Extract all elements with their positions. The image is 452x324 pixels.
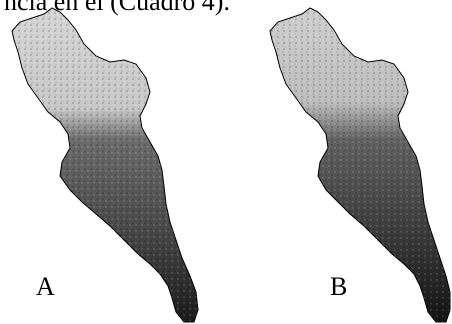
watershed-map-b <box>269 7 451 323</box>
caption-text: ncia en el (Cuadro 4). <box>4 0 230 16</box>
panel-label-b: B <box>330 272 348 301</box>
watershed-image-a: A <box>0 0 220 324</box>
panel-label-a: A <box>36 272 55 301</box>
watershed-image-b: B <box>258 0 452 324</box>
watershed-map-a <box>11 7 199 323</box>
